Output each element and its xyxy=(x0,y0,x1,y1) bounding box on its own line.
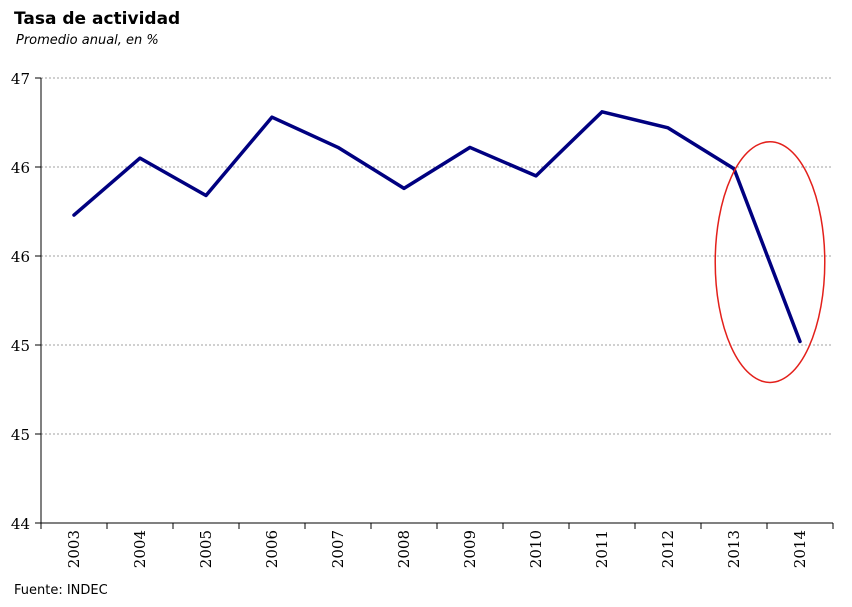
x-tick-label: 2005 xyxy=(197,530,215,568)
chart-source: Fuente: INDEC xyxy=(14,583,108,598)
x-tick-label: 2007 xyxy=(329,530,347,568)
highlight-ellipse xyxy=(714,141,826,384)
y-tick-label: 46 xyxy=(11,248,30,266)
x-tick-label: 2004 xyxy=(131,530,149,568)
y-tick-label: 47 xyxy=(11,70,30,88)
x-tick-label: 2014 xyxy=(791,530,809,568)
x-tick-label: 2006 xyxy=(263,530,281,568)
x-tick-label: 2013 xyxy=(725,530,743,568)
x-tick-label: 2011 xyxy=(593,530,611,568)
x-tick-label: 2012 xyxy=(659,530,677,568)
chart-title: Tasa de actividad xyxy=(14,9,181,29)
x-tick-label: 2010 xyxy=(527,530,545,568)
y-tick-label: 45 xyxy=(11,337,30,355)
y-tick-label: 45 xyxy=(11,426,30,444)
series-line xyxy=(72,110,802,344)
x-tick-label: 2003 xyxy=(65,530,83,568)
y-tick-label: 46 xyxy=(11,159,30,177)
chart-subtitle: Promedio anual, en % xyxy=(16,33,159,48)
x-tick-label: 2008 xyxy=(395,530,413,568)
x-tick-label: 2009 xyxy=(461,530,479,568)
y-tick-label: 44 xyxy=(11,515,30,533)
